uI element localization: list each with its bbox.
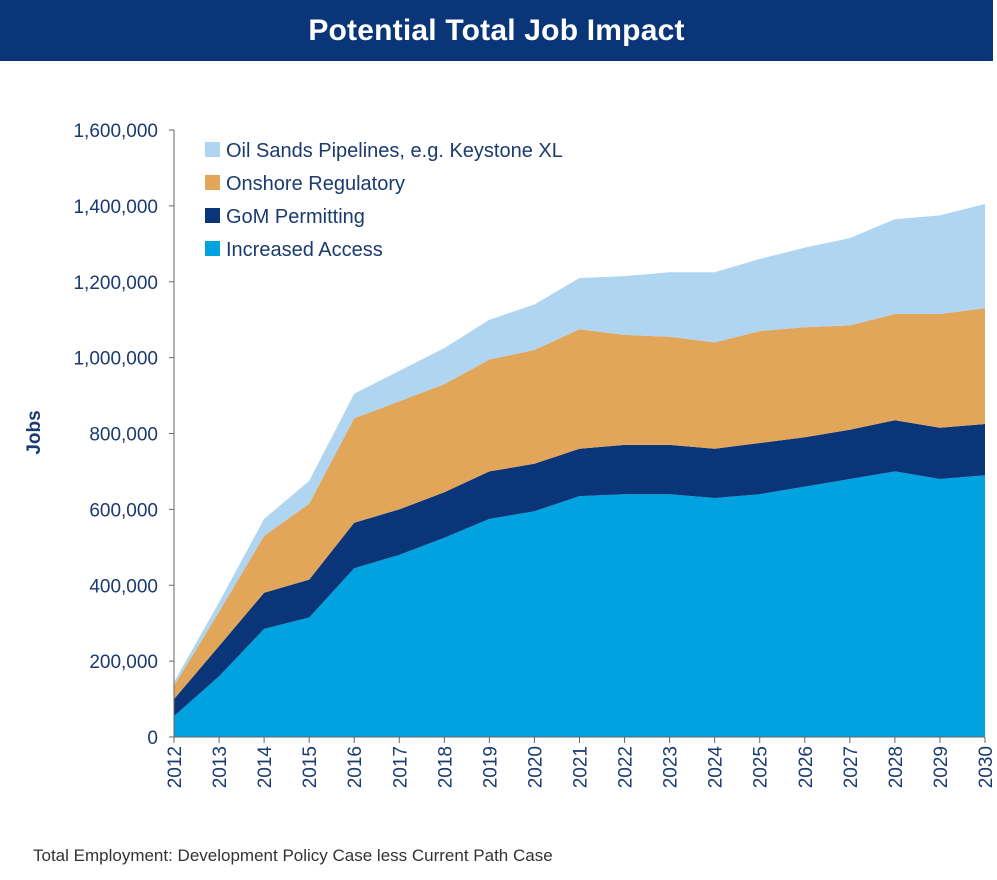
x-tick-label: 2012: [165, 746, 186, 788]
x-tick-label: 2021: [571, 746, 592, 788]
x-tick-label: 2024: [706, 746, 727, 789]
legend-label-gom-permitting: GoM Permitting: [226, 206, 365, 228]
x-tick-label: 2017: [390, 746, 411, 788]
legend-label-oil-sands-pipelines-e-g-keystone-xl: Oil Sands Pipelines, e.g. Keystone XL: [226, 140, 563, 162]
y-tick-label: 400,000: [89, 576, 158, 597]
y-tick-label: 600,000: [89, 500, 158, 521]
area-oil-sands-pipelines-e-g-keystone-xl: [174, 204, 985, 686]
y-tick-label: 0: [147, 728, 158, 749]
x-tick-label: 2018: [435, 746, 456, 788]
legend-swatch-increased-access: [205, 241, 220, 256]
legend-label-onshore-regulatory: Onshore Regulatory: [226, 173, 405, 195]
y-tick-label: 1,000,000: [73, 349, 158, 370]
area-onshore-regulatory: [174, 308, 985, 700]
x-tick-label: 2022: [616, 746, 637, 788]
title-banner: Potential Total Job Impact: [0, 0, 993, 61]
y-tick-label: 800,000: [89, 425, 158, 446]
y-tick-label: 200,000: [89, 652, 158, 673]
area-increased-access: [174, 471, 985, 737]
x-tick-label: 2016: [345, 746, 366, 788]
legend-swatch-onshore-regulatory: [205, 175, 220, 190]
x-tick-label: 2020: [525, 746, 546, 788]
x-tick-label: 2019: [480, 746, 501, 788]
x-tick-label: 2029: [931, 746, 952, 788]
x-tick-label: 2026: [796, 746, 817, 788]
y-tick-label: 1,600,000: [73, 121, 158, 142]
y-tick-label: 1,400,000: [73, 197, 158, 218]
x-tick-label: 2030: [976, 746, 997, 788]
legend-swatch-gom-permitting: [205, 208, 220, 223]
footnote: Total Employment: Development Policy Cas…: [33, 846, 553, 865]
y-axis-title: Jobs: [24, 410, 45, 454]
chart-title: Potential Total Job Impact: [308, 13, 685, 47]
y-tick-label: 1,200,000: [73, 273, 158, 294]
axes-group: 0 200,000 400,000 600,000 800,000 1,000,000 1,…: [24, 121, 997, 788]
x-tick-label: 2014: [255, 746, 276, 789]
legend: Oil Sands Pipelines, e.g. Keystone XL Ons…: [205, 140, 563, 261]
x-tick-label: 2025: [751, 746, 772, 788]
legend-label-increased-access: Increased Access: [226, 239, 383, 261]
area-series-group: [174, 204, 985, 737]
x-tick-label: 2015: [300, 746, 321, 788]
legend-swatch-oil-sands-pipelines-e-g-keystone-xl: [205, 142, 220, 157]
x-tick-label: 2023: [661, 746, 682, 788]
x-tick-label: 2028: [886, 746, 907, 788]
x-tick-label: 2013: [210, 746, 231, 788]
area-gom-permitting: [174, 420, 985, 717]
x-tick-label: 2027: [841, 746, 862, 788]
